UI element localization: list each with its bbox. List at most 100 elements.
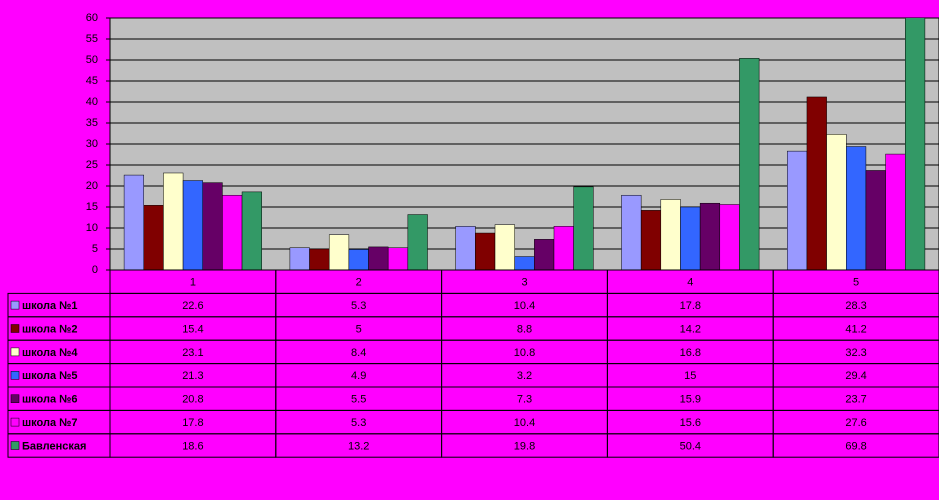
- legend-label: школа №4: [22, 347, 78, 359]
- y-tick-label: 50: [86, 54, 98, 66]
- legend-label: школа №7: [22, 417, 78, 429]
- table-value: 5.5: [351, 394, 366, 406]
- bar: [368, 246, 389, 270]
- legend-key: [10, 371, 20, 380]
- y-tick-label: 0: [92, 264, 98, 276]
- bar: [475, 232, 496, 270]
- y-tick-label: 5: [92, 243, 98, 255]
- table-value: 22.6: [182, 300, 203, 312]
- y-tick-label: 30: [86, 138, 98, 150]
- table-value: 8.8: [517, 323, 532, 335]
- bar: [719, 204, 740, 270]
- bar: [309, 248, 330, 270]
- y-tick-label: 60: [86, 12, 98, 24]
- table-value: 50.4: [680, 440, 701, 452]
- table-value: 10.8: [514, 347, 535, 359]
- bar: [806, 96, 827, 270]
- table-value: 17.8: [680, 300, 701, 312]
- bar: [640, 210, 662, 270]
- table-value: 4.9: [351, 370, 366, 382]
- bar: [387, 247, 409, 270]
- bar: [494, 224, 515, 270]
- bar: [202, 182, 223, 270]
- bar: [328, 234, 350, 270]
- table-value: 14.2: [680, 323, 701, 335]
- table-value: 10.4: [514, 300, 535, 312]
- bar: [787, 150, 808, 270]
- bar: [143, 205, 164, 270]
- table-value: 20.8: [182, 394, 203, 406]
- bar: [514, 256, 535, 270]
- table-value: 13.2: [348, 440, 369, 452]
- y-tick-label: 35: [86, 117, 98, 129]
- bars: [123, 18, 926, 270]
- bar: [846, 146, 867, 270]
- table-value: 29.4: [845, 370, 866, 382]
- x-tick-label: 3: [521, 277, 527, 289]
- y-tick-label: 10: [86, 222, 98, 234]
- table-value: 16.8: [680, 347, 701, 359]
- bar: [885, 153, 906, 270]
- table-value: 5.3: [351, 300, 366, 312]
- legend-key: [10, 417, 20, 427]
- table-value: 5: [356, 323, 362, 335]
- table-value: 10.4: [514, 417, 535, 429]
- bar: [534, 239, 555, 270]
- table-value: 41.2: [845, 323, 866, 335]
- bar: [123, 174, 145, 270]
- table-value: 69.8: [845, 440, 866, 452]
- table-value: 18.6: [182, 440, 203, 452]
- table-value: 15.9: [680, 394, 701, 406]
- legend-key: [10, 441, 20, 450]
- table-value: 8.4: [351, 347, 366, 359]
- bar: [826, 134, 847, 270]
- table-value: 15.4: [182, 323, 203, 335]
- legend-label: школа №2: [22, 323, 78, 335]
- bar: [573, 186, 594, 270]
- legend-key: [10, 324, 20, 333]
- bar: [699, 202, 721, 270]
- y-tick-label: 55: [86, 33, 98, 45]
- y-tick-label: 45: [86, 75, 98, 87]
- bar: [182, 180, 203, 270]
- table-value: 27.6: [845, 417, 866, 429]
- y-tick-label: 20: [86, 180, 98, 192]
- table-value: 17.8: [182, 417, 203, 429]
- bar: [163, 172, 184, 270]
- bar: [680, 206, 701, 270]
- table-value: 28.3: [845, 300, 866, 312]
- bar: [553, 226, 574, 270]
- legend-key: [10, 394, 20, 403]
- bar: [865, 170, 886, 270]
- y-tick-label: 15: [86, 201, 98, 213]
- table-value: 7.3: [517, 394, 532, 406]
- table-cell: [772, 433, 939, 458]
- x-tick-label: 4: [687, 277, 693, 289]
- y-tick-label: 25: [86, 159, 98, 171]
- bar: [241, 191, 262, 270]
- bar: [739, 58, 760, 270]
- x-tick-label: 5: [853, 277, 859, 289]
- table-value: 21.3: [182, 370, 203, 382]
- legend-label: Бавленская: [22, 440, 86, 452]
- x-tick-label: 2: [356, 277, 362, 289]
- x-tick-label: 1: [190, 277, 196, 289]
- y-tick-label: 40: [86, 96, 98, 108]
- legend-label: школа №5: [22, 370, 78, 382]
- legend-label: школа №6: [22, 394, 78, 406]
- table-value: 23.7: [845, 394, 866, 406]
- table-value: 3.2: [517, 370, 532, 382]
- bar: [222, 194, 243, 270]
- table-value: 23.1: [182, 347, 203, 359]
- table-value: 5.3: [351, 417, 366, 429]
- table-value: 19.8: [514, 440, 535, 452]
- bar: [407, 214, 428, 270]
- bar: [660, 199, 681, 270]
- bar: [455, 226, 476, 270]
- table-value: 15.6: [680, 417, 701, 429]
- legend-key: [10, 300, 20, 310]
- table-value: 15: [684, 370, 696, 382]
- bar: [904, 18, 926, 270]
- table-value: 32.3: [845, 347, 866, 359]
